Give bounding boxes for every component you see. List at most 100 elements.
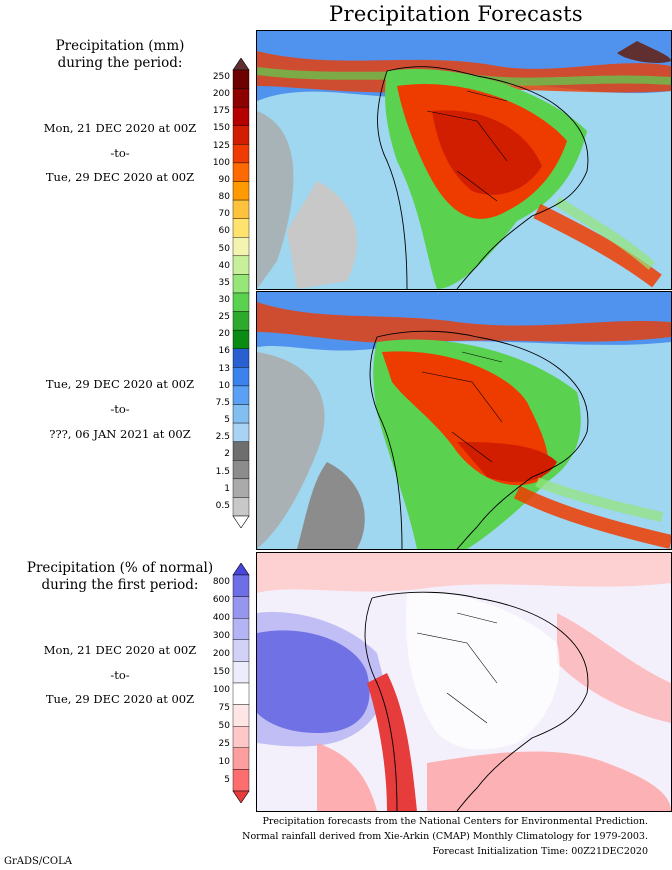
legend-swatch — [232, 348, 250, 368]
legend-label: 100 — [212, 685, 230, 695]
legend-swatch — [232, 596, 250, 619]
period2-sep: -to- — [110, 402, 130, 416]
pct-colorbar — [232, 563, 250, 803]
legend-label: 70 — [218, 209, 230, 220]
legend-swatch — [232, 162, 250, 182]
pct-heading-line1: Precipitation (% of normal) — [26, 560, 214, 576]
legend-label: 30 — [218, 295, 230, 305]
legend-label: 10 — [218, 757, 230, 767]
legend-label: 100 — [212, 157, 230, 168]
legend-swatch — [232, 311, 250, 331]
legend-swatch — [232, 661, 250, 684]
legend-label: 80 — [218, 192, 230, 203]
legend-swatch — [232, 385, 250, 405]
legend-label: 7.5 — [215, 397, 230, 408]
legend-swatch — [232, 404, 250, 424]
legend-label: 50 — [218, 721, 230, 731]
legend-label: 2 — [224, 449, 230, 460]
footer-line1: Precipitation forecasts from the Nationa… — [262, 816, 649, 827]
legend-swatch — [232, 181, 250, 201]
legend-swatch — [232, 725, 250, 748]
legend-label: 200 — [212, 649, 230, 659]
pct-period-sep: -to- — [110, 668, 130, 682]
legend-swatch — [232, 460, 250, 480]
legend-swatch — [232, 769, 250, 792]
legend-top-arrow — [232, 563, 250, 576]
period1-from: Mon, 21 DEC 2020 at 00Z — [43, 121, 197, 135]
credit-text: GrADS/COLA — [4, 856, 72, 867]
period2-from: Tue, 29 DEC 2020 at 00Z — [45, 377, 195, 391]
legend-label: 50 — [218, 243, 230, 254]
legend-swatch — [232, 682, 250, 705]
legend-label: 150 — [212, 123, 230, 134]
legend-label: 25 — [218, 739, 230, 749]
legend-swatch — [232, 237, 250, 257]
legend-label: 60 — [218, 226, 230, 237]
legend-label: 5 — [224, 775, 230, 785]
legend-label: 13 — [218, 363, 230, 374]
legend-swatch — [232, 292, 250, 312]
legend-label: 800 — [212, 577, 230, 587]
legend-label: 5 — [224, 415, 230, 426]
legend-label: 200 — [212, 89, 230, 100]
period1-sep: -to- — [110, 146, 130, 160]
legend-label: 1 — [224, 483, 230, 494]
pct-heading-line2: during the first period: — [41, 577, 199, 593]
legend-swatch — [232, 69, 250, 89]
precip-colorbar — [232, 58, 250, 528]
legend-label: 25 — [218, 312, 230, 323]
legend-label: 40 — [218, 260, 230, 271]
legend-label: 90 — [218, 174, 230, 185]
pct-period-to: Tue, 29 DEC 2020 at 00Z — [45, 692, 195, 706]
legend-swatch — [232, 125, 250, 145]
precip-heading-line2: during the period: — [57, 55, 183, 71]
legend-label: 600 — [212, 595, 230, 605]
legend-swatch — [232, 255, 250, 275]
precip-heading-line1: Precipitation (mm) — [55, 38, 185, 54]
legend-label: 10 — [218, 380, 230, 391]
legend-bottom-arrow — [232, 790, 250, 803]
legend-bottom-arrow — [232, 515, 250, 528]
precip-heading: Precipitation (mm) during the period: — [0, 38, 240, 72]
legend-swatch — [232, 478, 250, 498]
legend-label: 250 — [212, 72, 230, 82]
footer-line2: Normal rainfall derived from Xie-Arkin (… — [242, 831, 648, 842]
pct-period-from: Mon, 21 DEC 2020 at 00Z — [43, 643, 197, 657]
legend-swatch — [232, 747, 250, 770]
page-title: Precipitation Forecasts — [329, 2, 583, 26]
legend-label: 300 — [212, 631, 230, 641]
legend-label: 125 — [212, 140, 230, 151]
footer-line3: Forecast Initialization Time: 00Z21DEC20… — [432, 846, 648, 857]
legend-label: 175 — [212, 106, 230, 117]
legend-swatch — [232, 199, 250, 219]
legend-swatch — [232, 144, 250, 164]
legend-swatch — [232, 497, 250, 517]
legend-top-arrow — [232, 58, 250, 71]
legend-swatch — [232, 218, 250, 238]
legend-label: 2.5 — [215, 432, 230, 443]
legend-swatch — [232, 329, 250, 349]
legend-label: 1.5 — [215, 466, 230, 477]
legend-label: 16 — [218, 346, 230, 357]
legend-swatch — [232, 704, 250, 727]
legend-swatch — [232, 618, 250, 641]
legend-label: 75 — [218, 703, 230, 713]
legend-swatch — [232, 639, 250, 662]
legend-swatch — [232, 574, 250, 597]
precip-anomaly-map — [256, 552, 672, 812]
legend-swatch — [232, 367, 250, 387]
precip-map-period1 — [256, 30, 672, 290]
period2-to: ???, 06 JAN 2021 at 00Z — [49, 427, 191, 441]
pct-heading: Precipitation (% of normal) during the f… — [0, 560, 240, 594]
legend-swatch — [232, 441, 250, 461]
legend-label: 400 — [212, 613, 230, 623]
legend-label: 0.5 — [215, 500, 230, 511]
legend-swatch — [232, 88, 250, 108]
legend-swatch — [232, 274, 250, 294]
legend-label: 150 — [212, 667, 230, 677]
legend-swatch — [232, 106, 250, 126]
period1-to: Tue, 29 DEC 2020 at 00Z — [45, 170, 195, 184]
legend-swatch — [232, 422, 250, 442]
legend-label: 35 — [218, 277, 230, 288]
legend-label: 20 — [218, 329, 230, 340]
